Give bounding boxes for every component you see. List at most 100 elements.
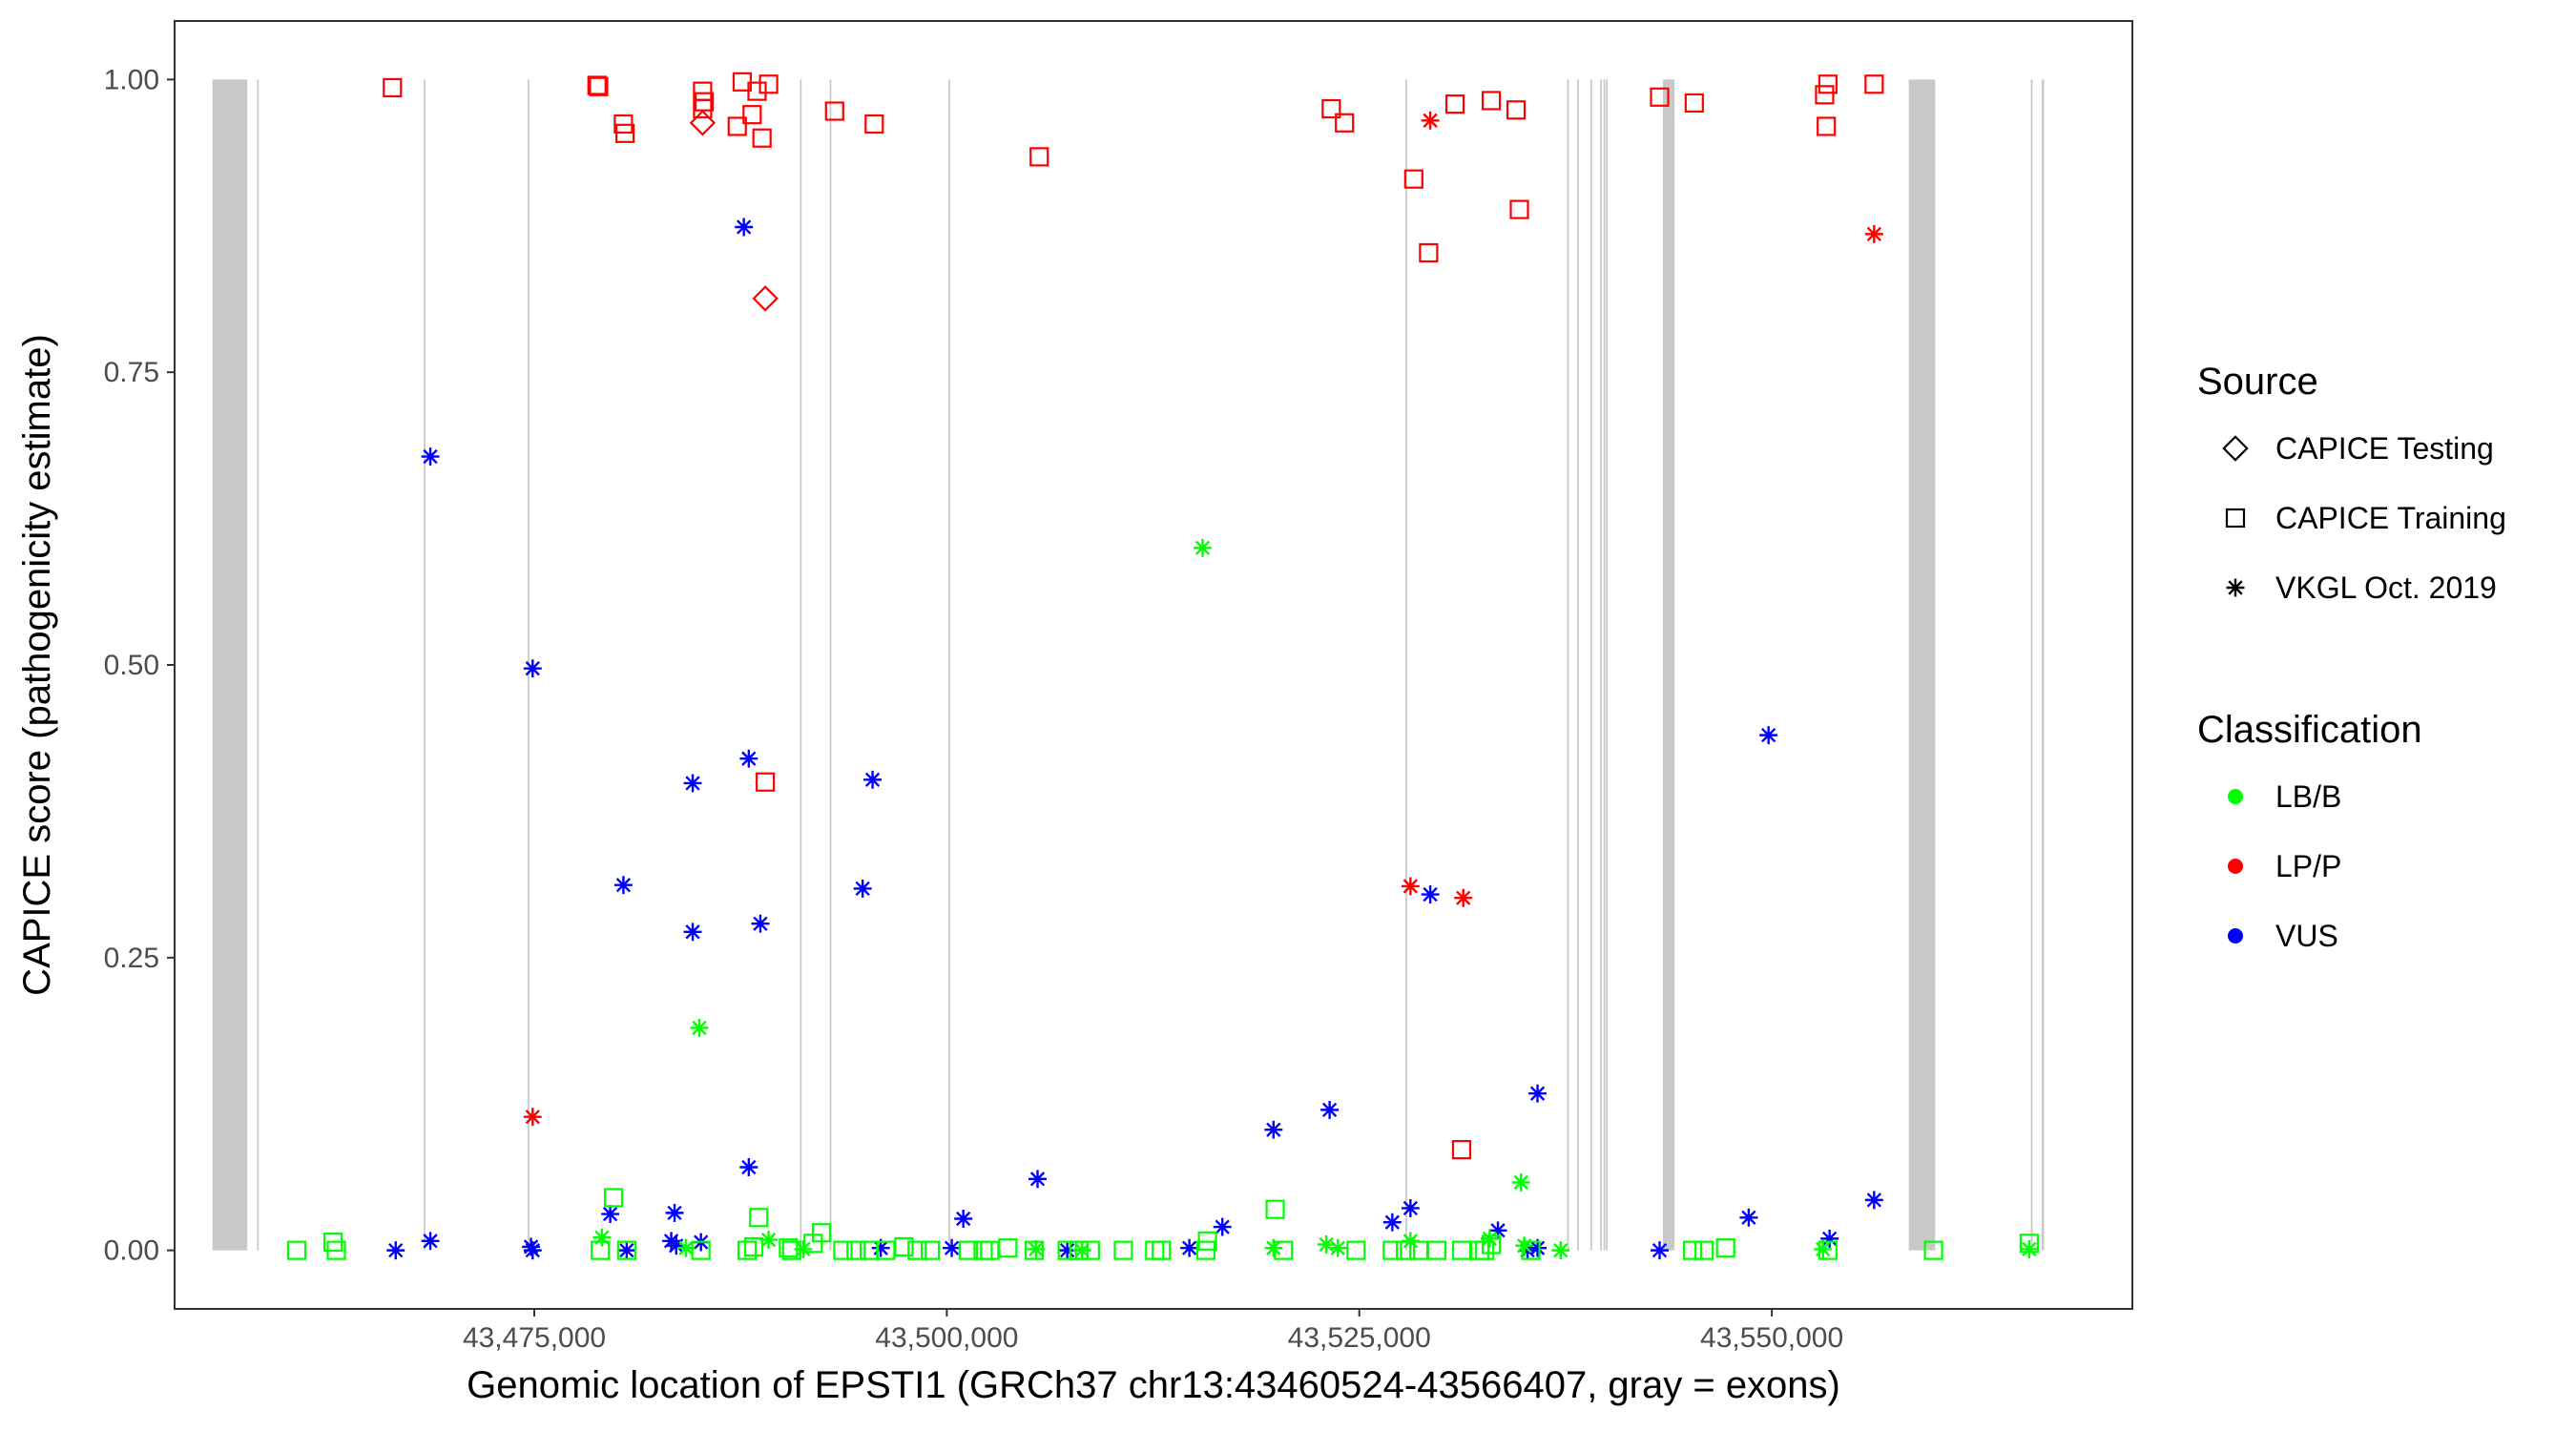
- data-point: [1264, 1238, 1283, 1257]
- data-point: [1195, 1240, 1216, 1260]
- data-point-shape: [1321, 98, 1341, 119]
- data-point: [998, 1238, 1018, 1258]
- y-tick-label: 0.75: [104, 357, 159, 388]
- data-point-shape: [1265, 1199, 1285, 1219]
- data-point-shape: [743, 1236, 764, 1257]
- legend-key-dot: [2228, 789, 2243, 804]
- data-point-shape: [1511, 1173, 1530, 1192]
- series-square-lb-b: [286, 1188, 2040, 1260]
- data-point: [587, 75, 607, 95]
- data-point-shape: [1029, 147, 1049, 167]
- data-point: [1321, 98, 1341, 119]
- legend-key: [2222, 435, 2249, 462]
- legend-label: CAPICE Testing: [2275, 431, 2494, 466]
- data-point-shape: [894, 1236, 914, 1257]
- data-point-shape: [617, 1241, 636, 1260]
- legend-classification-title: Classification: [2197, 709, 2422, 751]
- exon-band: [1606, 79, 1609, 1251]
- data-point-shape: [1818, 74, 1839, 94]
- data-point-shape: [758, 74, 779, 94]
- data-point-shape: [1650, 87, 1670, 107]
- x-tick-label: 43,475,000: [463, 1322, 606, 1354]
- data-point: [522, 1237, 541, 1256]
- legend-key-shape: [2222, 435, 2249, 462]
- data-point: [1506, 100, 1527, 120]
- data-point: [1715, 1238, 1735, 1258]
- data-point: [742, 105, 762, 125]
- data-point: [617, 1241, 636, 1260]
- data-point-shape: [751, 914, 770, 933]
- y-tick-label: 0.25: [104, 943, 159, 974]
- exon-band: [1589, 79, 1592, 1251]
- data-point-shape: [863, 770, 883, 789]
- data-point: [1864, 1191, 1883, 1210]
- data-point-shape: [1759, 726, 1778, 745]
- data-point-shape: [920, 1240, 941, 1260]
- exon-band: [1567, 79, 1569, 1251]
- data-point: [756, 772, 776, 792]
- series-asterisk-lp-p: [523, 111, 1883, 1127]
- data-point: [1864, 74, 1884, 94]
- y-tick-label: 0.50: [104, 650, 159, 681]
- data-point-shape: [1317, 1235, 1336, 1254]
- data-point-shape: [1551, 1241, 1570, 1260]
- data-point-shape: [1274, 1240, 1294, 1260]
- data-point: [871, 1238, 890, 1257]
- data-point-shape: [1264, 1120, 1283, 1139]
- data-point: [1421, 111, 1440, 130]
- legend-key: [2225, 508, 2246, 529]
- exon-band: [1908, 79, 1936, 1251]
- data-point-shape: [1320, 1100, 1340, 1119]
- exon-band: [2030, 79, 2033, 1251]
- exon-band: [212, 79, 248, 1251]
- data-point-shape: [601, 1205, 620, 1224]
- data-point: [1058, 1241, 1077, 1260]
- data-point-shape: [386, 1241, 405, 1260]
- y-tick-label: 0.00: [104, 1235, 159, 1267]
- data-point-shape: [1335, 113, 1355, 133]
- data-point-shape: [603, 1188, 624, 1208]
- data-point-shape: [907, 1240, 927, 1260]
- exon-bands: [212, 79, 2045, 1251]
- data-point: [1419, 242, 1439, 263]
- data-point-shape: [1213, 1217, 1232, 1236]
- data-point-shape: [1651, 1241, 1669, 1260]
- data-point-shape: [1113, 1240, 1133, 1260]
- x-axis-title: Genomic location of EPSTI1 (GRCh37 chr13…: [467, 1364, 1840, 1406]
- data-point-shape: [871, 1238, 890, 1257]
- data-point-shape: [1820, 1229, 1839, 1248]
- x-tick-label: 43,550,000: [1700, 1322, 1843, 1354]
- data-point-shape: [1488, 1221, 1507, 1240]
- data-point: [1509, 199, 1529, 219]
- data-point: [601, 1205, 620, 1224]
- data-point: [603, 1188, 624, 1208]
- x-axis: 43,475,000 43,500,000 43,525,000 43,550,000: [463, 1309, 1843, 1354]
- data-point: [863, 770, 883, 789]
- data-point: [1057, 1240, 1077, 1260]
- data-point: [1396, 1240, 1416, 1260]
- data-point-shape: [591, 1240, 611, 1260]
- data-point: [943, 1238, 962, 1257]
- data-point-shape: [523, 659, 542, 678]
- data-point: [958, 1240, 978, 1260]
- exon-band: [1603, 79, 1606, 1251]
- data-point: [758, 74, 779, 94]
- data-point: [1482, 91, 1502, 111]
- data-point: [1818, 74, 1839, 94]
- data-point: [1818, 1240, 1839, 1260]
- data-point-shape: [523, 1108, 542, 1127]
- data-point: [751, 914, 770, 933]
- data-point: [683, 774, 702, 793]
- data-point-shape: [1419, 242, 1439, 263]
- data-point-shape: [589, 76, 609, 96]
- data-point: [1528, 1084, 1547, 1103]
- data-point: [1650, 87, 1670, 107]
- data-point-shape: [943, 1238, 962, 1257]
- data-point: [1551, 1241, 1570, 1260]
- data-point: [1024, 1240, 1045, 1260]
- data-point: [864, 114, 884, 135]
- data-point-shape: [326, 1240, 346, 1260]
- data-point-shape: [759, 1231, 779, 1250]
- data-point: [1194, 538, 1212, 557]
- data-point: [743, 1236, 764, 1257]
